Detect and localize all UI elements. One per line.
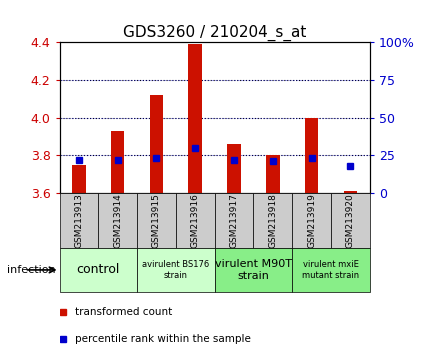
Bar bbox=[305, 118, 318, 193]
Bar bbox=[331, 193, 370, 248]
Text: GSM213918: GSM213918 bbox=[268, 193, 277, 248]
Bar bbox=[227, 144, 241, 193]
Text: GSM213919: GSM213919 bbox=[307, 193, 316, 248]
Text: virulent mxiE
mutant strain: virulent mxiE mutant strain bbox=[303, 260, 360, 280]
Bar bbox=[150, 95, 163, 193]
Bar bbox=[292, 248, 370, 292]
Text: GSM213915: GSM213915 bbox=[152, 193, 161, 248]
Bar bbox=[137, 193, 176, 248]
Bar bbox=[292, 193, 331, 248]
Text: GSM213920: GSM213920 bbox=[346, 193, 355, 248]
Title: GDS3260 / 210204_s_at: GDS3260 / 210204_s_at bbox=[123, 25, 306, 41]
Text: avirulent BS176
strain: avirulent BS176 strain bbox=[142, 260, 210, 280]
Text: GSM213914: GSM213914 bbox=[113, 193, 122, 248]
Text: control: control bbox=[76, 263, 120, 276]
Text: percentile rank within the sample: percentile rank within the sample bbox=[75, 334, 251, 344]
Bar bbox=[253, 193, 292, 248]
Bar bbox=[215, 248, 292, 292]
Text: GSM213917: GSM213917 bbox=[230, 193, 238, 248]
Bar bbox=[60, 248, 137, 292]
Text: virulent M90T
strain: virulent M90T strain bbox=[215, 259, 292, 281]
Bar bbox=[215, 193, 253, 248]
Text: transformed count: transformed count bbox=[75, 308, 172, 318]
Bar bbox=[111, 131, 125, 193]
Bar bbox=[137, 248, 215, 292]
Bar bbox=[98, 193, 137, 248]
Bar bbox=[343, 191, 357, 193]
Bar bbox=[176, 193, 215, 248]
Bar bbox=[266, 155, 280, 193]
Text: GSM213913: GSM213913 bbox=[74, 193, 83, 248]
Text: GSM213916: GSM213916 bbox=[191, 193, 200, 248]
Text: infection: infection bbox=[7, 265, 55, 275]
Bar bbox=[72, 165, 86, 193]
Bar bbox=[188, 44, 202, 193]
Bar bbox=[60, 193, 98, 248]
